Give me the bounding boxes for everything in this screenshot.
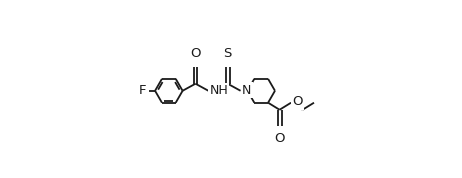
Text: S: S	[224, 47, 232, 60]
Text: O: O	[274, 132, 285, 145]
Text: NH: NH	[209, 84, 228, 97]
Text: O: O	[190, 47, 201, 60]
Text: O: O	[292, 95, 303, 108]
Text: F: F	[139, 84, 146, 97]
Text: N: N	[242, 84, 251, 97]
